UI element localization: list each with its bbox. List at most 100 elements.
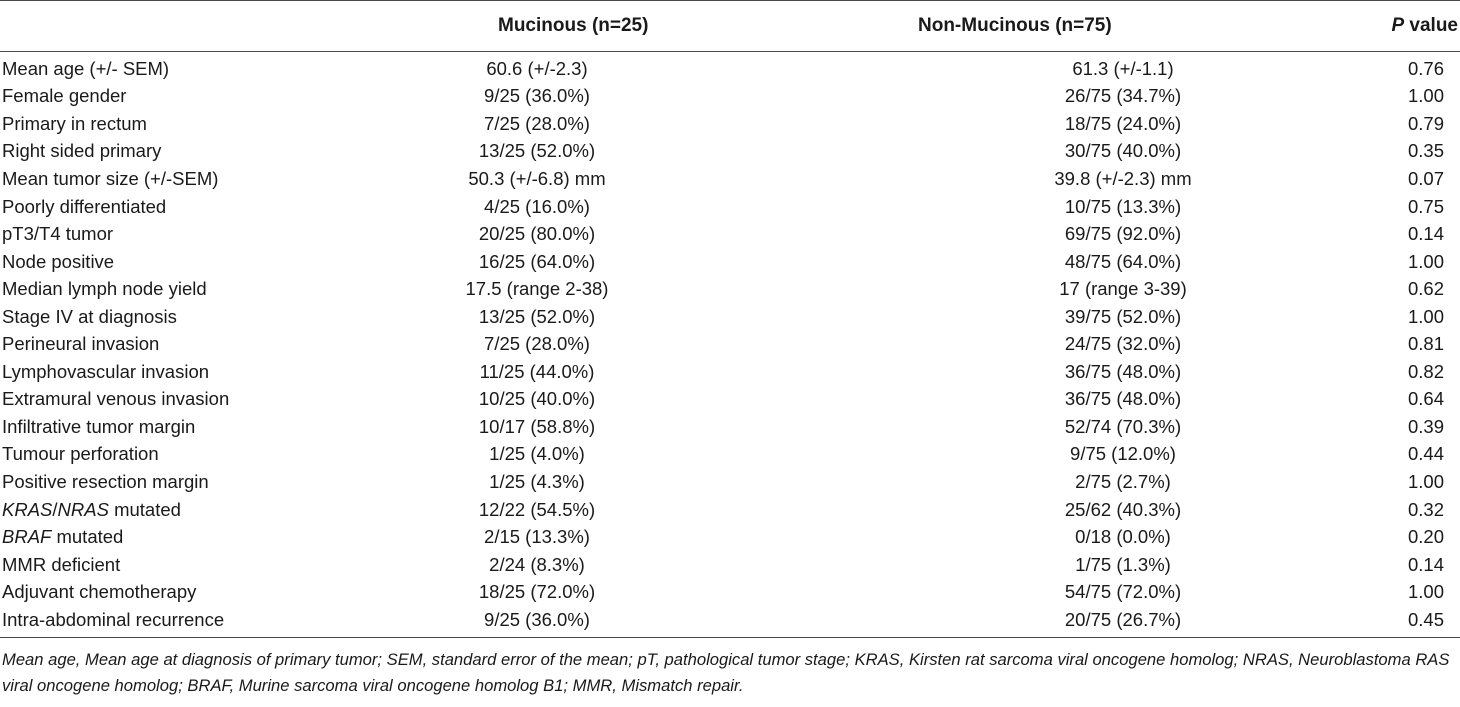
row-mucinous: 13/25 (52.0%) [478,140,596,162]
table-row: pT3/T4 tumor 20/25 (80.0%) 69/75 (92.0%)… [0,220,1460,248]
row-p-value: 0.14 [1407,553,1444,575]
row-p-value: 1.00 [1407,581,1444,603]
gene-name-nras: NRAS [57,498,109,520]
row-p-value: 0.75 [1407,195,1444,217]
table-row: Node positive 16/25 (64.0%) 48/75 (64.0%… [0,248,1460,276]
row-label: Infiltrative tumor margin [2,415,196,437]
row-p-value: 0.82 [1407,360,1444,382]
table-header-row: Mucinous (n=25) Non-Mucinous (n=75) P va… [0,0,1460,52]
table-row: KRAS/NRAS mutated 12/22 (54.5%) 25/62 (4… [0,496,1460,524]
row-mucinous: 11/25 (44.0%) [479,360,595,382]
table-row: MMR deficient 2/24 (8.3%) 1/75 (1.3%) 0.… [0,551,1460,579]
row-non-mucinous: 9/75 (12.0%) [1070,443,1176,465]
gene-name-braf: BRAF [2,526,52,548]
row-label: Node positive [2,250,115,272]
comparison-table: Mucinous (n=25) Non-Mucinous (n=75) P va… [0,0,1460,639]
row-p-value: 1.00 [1407,305,1444,327]
row-label-suffix: mutated [51,526,124,548]
row-label: Extramural venous invasion [2,388,230,410]
row-label: Perineural invasion [2,333,160,355]
table-row: Tumour perforation 1/25 (4.0%) 9/75 (12.… [0,441,1460,469]
row-non-mucinous: 61.3 (+/-1.1) [1072,57,1174,79]
row-mucinous: 4/25 (16.0%) [484,195,590,217]
table-body: Mean age (+/- SEM) 60.6 (+/-2.3) 61.3 (+… [0,52,1460,639]
row-mucinous: 1/25 (4.3%) [489,470,585,492]
row-mucinous: 60.6 (+/-2.3) [486,57,588,79]
row-mucinous: 17.5 (range 2-38) [465,278,609,300]
row-p-value: 1.00 [1407,250,1444,272]
header-label [0,0,350,52]
row-mucinous: 12/22 (54.5%) [478,498,596,520]
row-non-mucinous: 36/75 (48.0%) [1064,360,1182,382]
row-non-mucinous: 39.8 (+/-2.3) mm [1054,167,1192,189]
header-non-mucinous: Non-Mucinous (n=75) [900,0,1346,52]
table-row: Mean age (+/- SEM) 60.6 (+/-2.3) 61.3 (+… [0,52,1460,83]
row-mucinous: 2/24 (8.3%) [489,553,585,575]
row-mucinous: 50.3 (+/-6.8) mm [468,167,606,189]
row-p-value: 0.20 [1407,526,1444,548]
row-mucinous: 9/25 (36.0%) [350,605,900,639]
row-label: Intra-abdominal recurrence [0,605,350,639]
table-row: Extramural venous invasion 10/25 (40.0%)… [0,386,1460,414]
row-label: Mean tumor size (+/-SEM) [2,167,219,189]
row-non-mucinous: 20/75 (26.7%) [900,605,1346,639]
row-mucinous: 13/25 (52.0%) [478,305,596,327]
row-non-mucinous: 54/75 (72.0%) [1064,581,1182,603]
table-row: Adjuvant chemotherapy 18/25 (72.0%) 54/7… [0,578,1460,606]
row-mucinous: 7/25 (28.0%) [484,112,590,134]
row-non-mucinous: 24/75 (32.0%) [1064,333,1182,355]
row-non-mucinous: 2/75 (2.7%) [1075,470,1171,492]
header-p-suffix: value [1404,15,1458,36]
row-mucinous: 10/17 (58.8%) [478,415,596,437]
row-p-value: 0.07 [1407,167,1444,189]
row-non-mucinous: 25/62 (40.3%) [1064,498,1182,520]
row-mucinous: 20/25 (80.0%) [478,223,596,245]
table-row: Lymphovascular invasion 11/25 (44.0%) 36… [0,358,1460,386]
row-non-mucinous: 18/75 (24.0%) [1064,112,1182,134]
row-non-mucinous: 17 (range 3-39) [1059,278,1187,300]
row-label: MMR deficient [2,553,121,575]
row-p-value: 0.64 [1407,388,1444,410]
table-row: Stage IV at diagnosis 13/25 (52.0%) 39/7… [0,303,1460,331]
table-row: Poorly differentiated 4/25 (16.0%) 10/75… [0,193,1460,221]
header-p-letter: P [1391,15,1405,36]
row-mucinous: 18/25 (72.0%) [478,581,596,603]
row-non-mucinous: 69/75 (92.0%) [1064,223,1182,245]
row-mucinous: 1/25 (4.0%) [489,443,585,465]
row-non-mucinous: 26/75 (34.7%) [1064,85,1182,107]
row-p-value: 1.00 [1407,470,1444,492]
row-mucinous: 16/25 (64.0%) [478,250,596,272]
row-non-mucinous: 52/74 (70.3%) [1064,415,1182,437]
row-non-mucinous: 48/75 (64.0%) [1064,250,1182,272]
row-p-value: 0.45 [1346,605,1460,639]
row-label: Lymphovascular invasion [2,360,210,382]
table-row: Median lymph node yield 17.5 (range 2-38… [0,275,1460,303]
row-label: Positive resection margin [2,470,209,492]
row-p-value: 0.81 [1407,333,1444,355]
row-p-value: 0.79 [1407,112,1444,134]
row-p-value: 0.35 [1407,140,1444,162]
header-p-value: P value [1346,0,1460,52]
row-mucinous: 10/25 (40.0%) [478,388,596,410]
row-label: BRAF mutated [0,523,350,551]
table-row: Mean tumor size (+/-SEM) 50.3 (+/-6.8) m… [0,165,1460,193]
row-label: KRAS/NRAS mutated [0,496,350,524]
table-footnote: Mean age, Mean age at diagnosis of prima… [2,650,1450,696]
table-row: Positive resection margin 1/25 (4.3%) 2/… [0,468,1460,496]
table-row: Infiltrative tumor margin 10/17 (58.8%) … [0,413,1460,441]
row-non-mucinous: 39/75 (52.0%) [1064,305,1182,327]
row-mucinous: 9/25 (36.0%) [484,85,590,107]
row-p-value: 0.44 [1407,443,1444,465]
row-non-mucinous: 30/75 (40.0%) [1064,140,1182,162]
row-label: Tumour perforation [2,443,159,465]
table-row: Primary in rectum 7/25 (28.0%) 18/75 (24… [0,110,1460,138]
row-label: Median lymph node yield [2,278,207,300]
gene-separator: / [52,498,58,520]
row-p-value: 0.76 [1407,57,1444,79]
row-p-value: 0.32 [1407,498,1444,520]
table-row: Perineural invasion 7/25 (28.0%) 24/75 (… [0,330,1460,358]
row-non-mucinous: 0/18 (0.0%) [1075,526,1171,548]
row-non-mucinous: 36/75 (48.0%) [1064,388,1182,410]
row-label: Right sided primary [2,140,162,162]
